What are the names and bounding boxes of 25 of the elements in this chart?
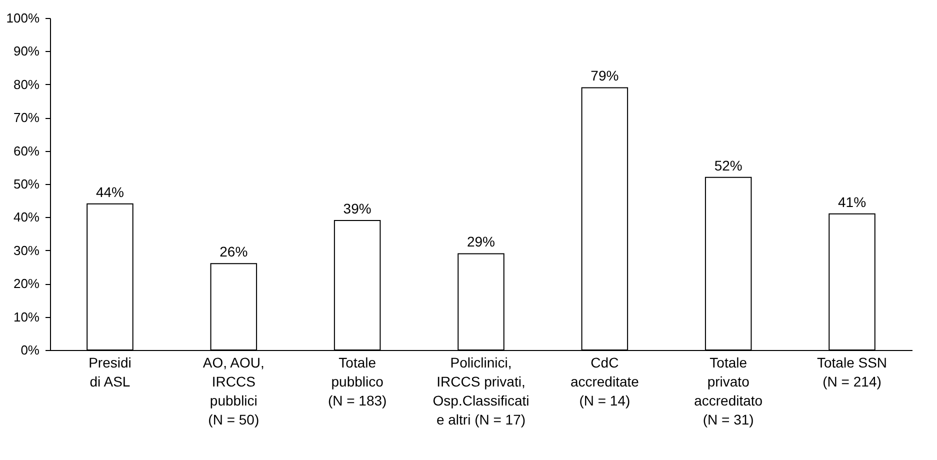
data-label: 39% [343, 200, 372, 217]
y-tick-label: 50% [13, 176, 40, 192]
data-label: 29% [466, 234, 496, 250]
y-tick-label: 20% [13, 276, 40, 292]
y-tick-label: 0% [20, 342, 40, 358]
y-tick-label: 30% [13, 242, 40, 258]
x-tick-label: AO, AOU, IRCCS pubblici (N = 50) [202, 354, 264, 428]
x-tick-label: Presidi di ASL [88, 354, 132, 390]
y-tick-label: 40% [13, 210, 40, 225]
x-tick-label: Policlinici, IRCCS privati, Osp.Classificati e altri (N = 17) [432, 354, 530, 428]
y-tick-label: 10% [13, 309, 40, 324]
y-tick-label: 70% [13, 110, 40, 126]
x-tick-label: Totale SSN (N = 214) [816, 354, 888, 390]
y-tick-label: 100% [6, 10, 40, 26]
data-label: 41% [838, 194, 866, 210]
data-label: 26% [220, 244, 248, 260]
data-label: 79% [590, 68, 619, 84]
y-tick-label: 90% [13, 44, 40, 59]
y-tick-label: 80% [13, 76, 40, 92]
x-tick-label: Totale pubblico (N = 183) [328, 354, 387, 408]
y-tick-label: 60% [13, 143, 40, 158]
data-label: 52% [714, 157, 742, 174]
x-tick-label: Totale privato accreditato (N = 31) [694, 354, 763, 428]
x-tick-label: CdC accreditate (N = 14) [570, 354, 640, 408]
data-label: 44% [96, 184, 124, 200]
